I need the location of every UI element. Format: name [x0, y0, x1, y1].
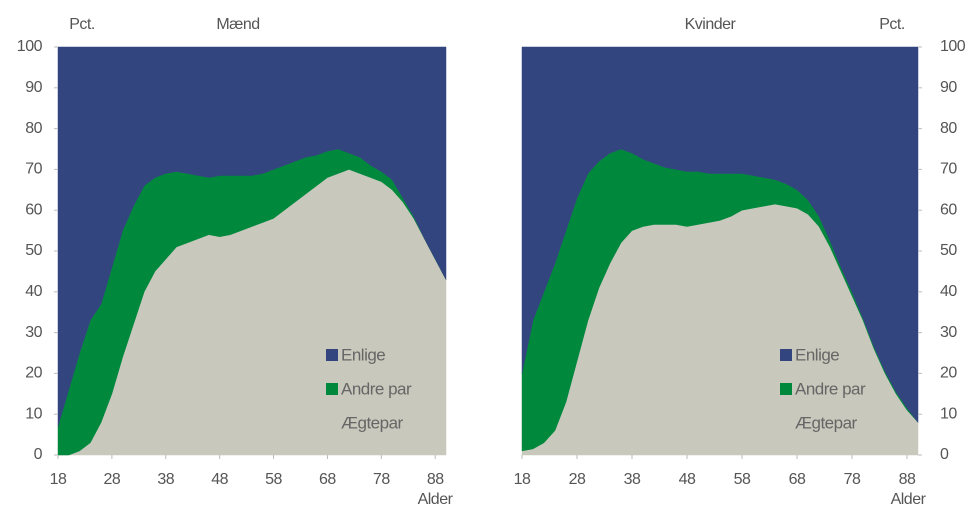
- x-axis-label: Alder: [418, 491, 454, 508]
- chart-title: Mænd: [216, 16, 259, 33]
- y-tick-label: 90: [25, 79, 42, 96]
- x-tick-label: 48: [679, 471, 696, 488]
- x-tick-label: 38: [624, 471, 641, 488]
- area: [521, 46, 919, 424]
- x-tick-label: 78: [844, 471, 861, 488]
- y-tick-label: 100: [17, 38, 43, 55]
- y-tick-label: 60: [25, 201, 42, 218]
- legend-label: Enlige: [795, 345, 839, 364]
- x-tick-label: 78: [373, 471, 390, 488]
- legend-label: Ægtepar: [341, 413, 404, 432]
- y-tick-label: 20: [940, 365, 957, 382]
- y-tick-label: 30: [25, 324, 42, 341]
- y-tick-label: 40: [25, 283, 42, 300]
- y-axis-label: Pct.: [69, 16, 95, 33]
- y-tick-label: 0: [34, 446, 43, 463]
- y-tick-label: 0: [940, 446, 949, 463]
- y-tick-label: 70: [25, 161, 42, 178]
- y-tick-label: 30: [940, 324, 957, 341]
- legend-label: Ægtepar: [795, 413, 858, 432]
- y-tick-label: 80: [940, 120, 957, 137]
- chart-title: Kvinder: [685, 16, 737, 33]
- legend-swatch: [780, 417, 792, 429]
- legend-swatch: [780, 349, 792, 361]
- y-tick-label: 50: [25, 242, 42, 259]
- area: [57, 46, 447, 427]
- x-tick-label: 38: [157, 471, 174, 488]
- y-tick-label: 100: [940, 38, 966, 55]
- x-tick-label: 58: [265, 471, 282, 488]
- x-tick-label: 48: [211, 471, 228, 488]
- y-tick-label: 60: [940, 201, 957, 218]
- legend-label: Andre par: [795, 379, 866, 398]
- y-tick-label: 70: [940, 161, 957, 178]
- y-axis-label: Pct.: [879, 16, 905, 33]
- x-tick-label: 18: [50, 471, 67, 488]
- y-tick-label: 50: [940, 242, 957, 259]
- y-tick-label: 90: [940, 79, 957, 96]
- x-tick-label: 68: [789, 471, 806, 488]
- x-tick-label: 28: [569, 471, 586, 488]
- y-tick-label: 80: [25, 120, 42, 137]
- x-tick-label: 88: [899, 471, 916, 488]
- y-tick-label: 10: [940, 405, 957, 422]
- y-tick-label: 10: [25, 405, 42, 422]
- legend-swatch: [326, 349, 338, 361]
- x-tick-label: 68: [319, 471, 336, 488]
- x-tick-label: 58: [734, 471, 751, 488]
- y-tick-label: 20: [25, 365, 42, 382]
- legend-swatch: [326, 383, 338, 395]
- legend-label: Enlige: [341, 345, 385, 364]
- x-tick-label: 18: [514, 471, 531, 488]
- legend-swatch: [326, 417, 338, 429]
- x-tick-label: 28: [103, 471, 120, 488]
- legend-label: Andre par: [341, 379, 412, 398]
- legend-swatch: [780, 383, 792, 395]
- x-axis-label: Alder: [891, 491, 927, 508]
- x-tick-label: 88: [427, 471, 444, 488]
- y-tick-label: 40: [940, 283, 957, 300]
